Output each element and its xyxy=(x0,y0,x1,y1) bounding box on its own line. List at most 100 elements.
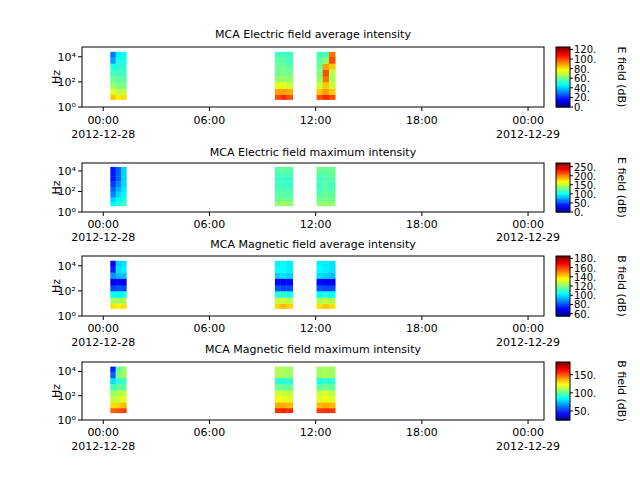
x-tick xyxy=(421,316,422,320)
colorbar-step xyxy=(556,192,570,193)
colorbar-step xyxy=(556,70,570,72)
cell xyxy=(323,63,330,69)
cell xyxy=(280,57,287,64)
cell xyxy=(110,82,116,89)
colorbar-step xyxy=(556,62,570,64)
colorbar-step xyxy=(556,368,570,369)
colorbar-tick xyxy=(570,166,573,167)
cell xyxy=(286,261,293,266)
cell xyxy=(121,82,127,89)
cell xyxy=(317,191,324,197)
colorbar-tick xyxy=(570,107,573,108)
cell xyxy=(286,402,293,408)
colorbar-step xyxy=(556,191,570,192)
colorbar-step xyxy=(556,205,570,206)
cell xyxy=(121,266,127,273)
colorbar-step xyxy=(556,189,570,190)
colorbar-step xyxy=(556,262,570,264)
colorbar-step xyxy=(556,51,570,53)
cell xyxy=(275,384,281,391)
colorbar-step xyxy=(556,83,570,85)
x-tick-label: 06:00 xyxy=(194,114,226,127)
cell xyxy=(121,402,127,408)
y-tick xyxy=(78,191,82,192)
cell xyxy=(317,408,324,413)
cell xyxy=(317,181,324,187)
x-date-label: 2012-12-29 xyxy=(496,231,560,244)
cell xyxy=(329,197,336,202)
colorbar-step xyxy=(556,375,570,376)
colorbar-step xyxy=(556,292,570,294)
cell xyxy=(275,266,281,273)
cell xyxy=(286,69,293,76)
colorbar-step xyxy=(556,195,570,196)
colorbar-step xyxy=(556,380,570,381)
cell xyxy=(323,191,330,197)
colorbar-step xyxy=(556,312,570,314)
colorbar-tick-label: 100. xyxy=(574,54,596,65)
colorbar-step xyxy=(556,384,570,385)
frame xyxy=(82,362,544,420)
colorbar-step xyxy=(556,393,570,394)
colorbar: 0.20.40.60.80.100.120.E field (dB) xyxy=(556,44,628,113)
colorbar-tick-label: 20. xyxy=(574,92,590,103)
cell xyxy=(329,261,336,266)
colorbar-step xyxy=(556,310,570,312)
cell xyxy=(275,291,281,298)
colorbar-step xyxy=(556,366,570,367)
x-tick xyxy=(315,212,316,216)
cells xyxy=(110,52,335,100)
colorbar-step xyxy=(556,398,570,399)
cell xyxy=(275,57,281,64)
colorbar-step xyxy=(556,406,570,407)
colorbar-step xyxy=(556,60,570,62)
colorbar-step xyxy=(556,374,570,375)
cell xyxy=(317,57,324,64)
cell xyxy=(323,291,330,298)
cell xyxy=(323,88,330,94)
cell xyxy=(110,167,116,171)
cell xyxy=(280,197,287,202)
cell xyxy=(323,94,330,99)
y-tick xyxy=(78,107,82,108)
cell xyxy=(317,378,324,384)
colorbar-step xyxy=(556,90,570,92)
colorbar-step xyxy=(556,396,570,397)
colorbar-step xyxy=(556,373,570,374)
colorbar-step xyxy=(556,87,570,89)
cell xyxy=(329,191,336,197)
cell xyxy=(329,69,336,76)
cell xyxy=(317,278,324,285)
colorbar-step xyxy=(556,100,570,102)
x-tick xyxy=(528,212,529,216)
cell xyxy=(280,396,287,403)
cell xyxy=(121,408,127,413)
x-tick xyxy=(528,420,529,424)
cell xyxy=(116,52,122,57)
colorbar-step xyxy=(556,372,570,373)
colorbar-step xyxy=(556,92,570,94)
colorbar-step xyxy=(556,416,570,417)
cell xyxy=(317,402,324,408)
cell xyxy=(110,291,116,298)
cell xyxy=(329,384,336,391)
x-date-label: 2012-12-29 xyxy=(496,128,560,141)
colorbar-step xyxy=(556,376,570,377)
cell xyxy=(317,76,324,82)
colorbar-step xyxy=(556,84,570,86)
colorbar-step xyxy=(556,48,570,50)
cell xyxy=(317,52,324,57)
cell xyxy=(317,82,324,89)
cell xyxy=(110,396,116,403)
cell xyxy=(323,371,330,378)
colorbar-title: E field (dB) xyxy=(615,47,628,108)
cell xyxy=(121,278,127,285)
x-tick-label: 06:00 xyxy=(194,322,226,335)
colorbar-tick-label: 40. xyxy=(574,83,590,94)
colorbar-step xyxy=(556,311,570,313)
colorbar-step xyxy=(556,188,570,189)
colorbar-step xyxy=(556,403,570,404)
cell xyxy=(116,261,122,266)
cell xyxy=(116,303,122,308)
colorbar-step xyxy=(556,165,570,166)
